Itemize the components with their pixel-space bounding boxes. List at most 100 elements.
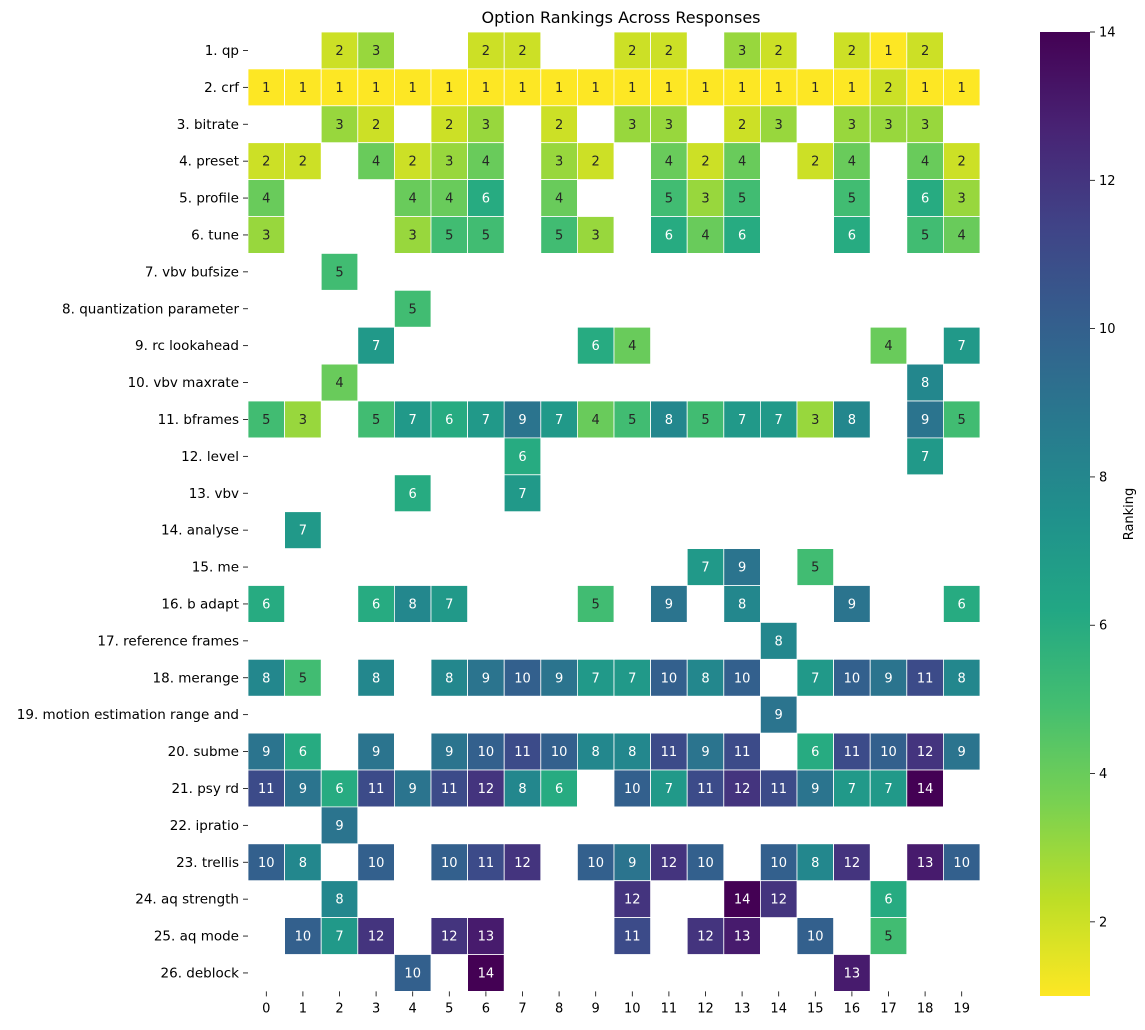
cell-value-label: 1 bbox=[884, 44, 892, 59]
heatmap-cell bbox=[540, 400, 578, 439]
cell-value-label: 2 bbox=[958, 155, 966, 170]
cell-value-label: 3 bbox=[445, 155, 453, 170]
cell-value-label: 6 bbox=[372, 597, 380, 612]
heatmap-cell bbox=[577, 216, 615, 254]
heatmap-cell bbox=[943, 68, 981, 107]
cell-value-label: 9 bbox=[958, 745, 966, 760]
cell-value-label: 10 bbox=[258, 856, 275, 871]
column-label: 12 bbox=[697, 1001, 714, 1016]
heatmap-cell bbox=[796, 68, 834, 107]
heatmap-cell bbox=[650, 585, 688, 623]
heatmap-cell bbox=[686, 400, 725, 439]
cell-value-label: 3 bbox=[884, 118, 892, 133]
row-label: 23. trellis bbox=[176, 855, 239, 871]
cell-value-label: 2 bbox=[775, 44, 783, 59]
cell-value-label: 10 bbox=[770, 856, 787, 871]
cell-value-label: 7 bbox=[628, 671, 636, 686]
row-label: 7. vbv bufsize bbox=[145, 264, 239, 280]
row-label: 6. tune bbox=[191, 227, 239, 243]
heatmap-cell bbox=[833, 954, 871, 992]
heatmap-cell bbox=[686, 843, 725, 882]
row-label: 16. b adapt bbox=[161, 596, 239, 612]
heatmap-cell bbox=[467, 954, 505, 992]
heatmap-cell bbox=[906, 179, 944, 217]
heatmap-cell bbox=[357, 105, 395, 144]
cell-value-label: 9 bbox=[262, 745, 270, 760]
cell-value-label: 4 bbox=[262, 192, 270, 207]
heatmap-cell bbox=[760, 843, 798, 882]
cell-value-label: 12 bbox=[441, 930, 458, 945]
cell-value-label: 1 bbox=[921, 81, 929, 96]
cell-value-label: 6 bbox=[409, 487, 417, 502]
cell-value-label: 7 bbox=[884, 782, 892, 797]
cell-value-label: 5 bbox=[409, 302, 417, 317]
colorbar-tick-label: 6 bbox=[1099, 619, 1107, 634]
cell-value-label: 8 bbox=[921, 376, 929, 391]
column-label: 6 bbox=[482, 1001, 490, 1016]
cell-value-label: 2 bbox=[555, 118, 563, 133]
cell-value-label: 3 bbox=[299, 413, 307, 428]
cell-value-label: 7 bbox=[665, 782, 673, 797]
cell-value-label: 6 bbox=[555, 782, 563, 797]
heatmap-cell bbox=[247, 179, 285, 217]
row-label: 22. ipratio bbox=[170, 818, 239, 834]
cell-value-label: 3 bbox=[811, 413, 819, 428]
cell-value-label: 2 bbox=[848, 44, 856, 59]
cell-value-label: 6 bbox=[445, 413, 453, 428]
cell-value-label: 4 bbox=[958, 228, 966, 243]
cell-value-label: 12 bbox=[624, 893, 641, 908]
heatmap-cell bbox=[284, 843, 322, 882]
cell-value-label: 3 bbox=[775, 118, 783, 133]
heatmap-cell bbox=[833, 142, 871, 180]
cell-value-label: 6 bbox=[335, 782, 343, 797]
cell-value-label: 4 bbox=[884, 339, 892, 354]
cell-value-label: 9 bbox=[921, 413, 929, 428]
heatmap-cell bbox=[906, 31, 944, 70]
heatmap-cell bbox=[577, 142, 615, 180]
cell-value-label: 6 bbox=[848, 228, 856, 243]
heatmap-cell bbox=[320, 31, 359, 70]
heatmap-cell bbox=[430, 585, 468, 623]
heatmap-cell bbox=[393, 474, 432, 513]
heatmap-cell bbox=[723, 142, 761, 180]
heatmap-cell bbox=[284, 68, 322, 107]
column-label: 11 bbox=[661, 1001, 678, 1016]
colorbar-tick-label: 4 bbox=[1099, 767, 1107, 782]
heatmap-cell bbox=[796, 400, 834, 439]
heatmap-cell bbox=[467, 658, 505, 697]
heatmap-cell bbox=[503, 732, 542, 771]
heatmap-cell bbox=[906, 363, 944, 402]
cell-value-label: 3 bbox=[738, 44, 746, 59]
cell-value-label: 5 bbox=[701, 413, 709, 428]
heatmap-cell bbox=[613, 326, 651, 365]
cell-value-label: 6 bbox=[592, 339, 600, 354]
cell-value-label: 7 bbox=[738, 413, 746, 428]
cell-value-label: 1 bbox=[445, 81, 453, 96]
cell-value-label: 11 bbox=[917, 671, 934, 686]
cell-value-label: 8 bbox=[592, 745, 600, 760]
heatmap-cell bbox=[869, 105, 908, 144]
heatmap-cell bbox=[430, 68, 468, 107]
heatmap-cell bbox=[503, 658, 542, 697]
heatmap-cell bbox=[723, 585, 761, 623]
cell-value-label: 8 bbox=[701, 671, 709, 686]
heatmap-cell bbox=[796, 917, 834, 955]
cell-value-label: 14 bbox=[478, 966, 495, 981]
cell-value-label: 5 bbox=[848, 192, 856, 207]
cell-value-label: 1 bbox=[738, 81, 746, 96]
cell-value-label: 2 bbox=[738, 118, 746, 133]
column-label: 18 bbox=[917, 1001, 934, 1016]
cell-value-label: 10 bbox=[368, 856, 385, 871]
cell-value-label: 3 bbox=[628, 118, 636, 133]
row-label: 4. preset bbox=[179, 154, 239, 170]
heatmap-cell bbox=[393, 142, 432, 180]
cell-value-label: 10 bbox=[844, 671, 861, 686]
heatmap-cell bbox=[686, 216, 725, 254]
row-label: 5. profile bbox=[179, 191, 239, 207]
cell-value-label: 7 bbox=[848, 782, 856, 797]
row-label: 8. quantization parameter bbox=[62, 301, 239, 317]
cell-value-label: 3 bbox=[921, 118, 929, 133]
cell-value-label: 2 bbox=[409, 155, 417, 170]
cell-value-label: 2 bbox=[262, 155, 270, 170]
cell-value-label: 10 bbox=[295, 930, 312, 945]
